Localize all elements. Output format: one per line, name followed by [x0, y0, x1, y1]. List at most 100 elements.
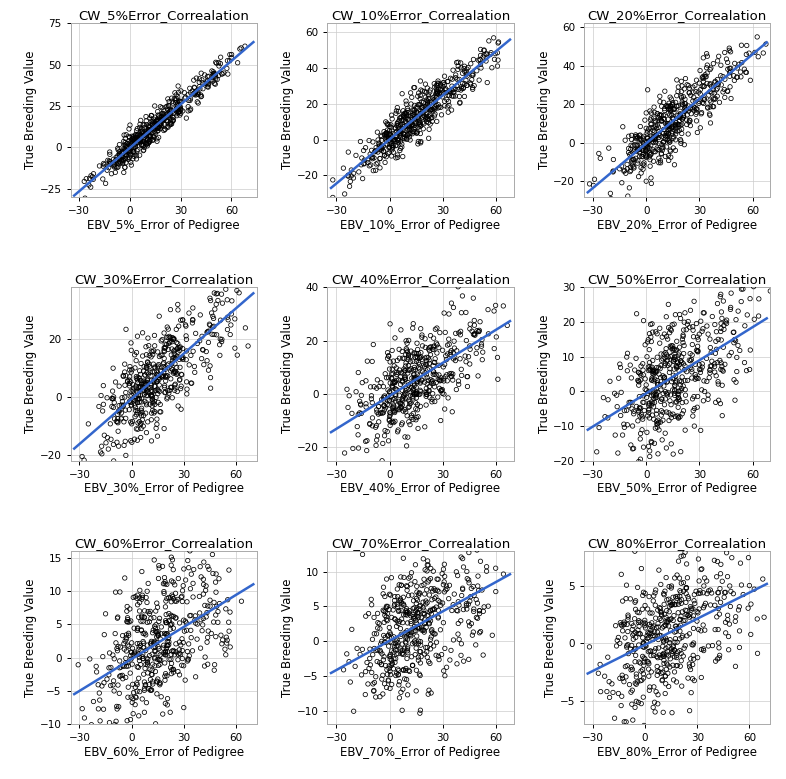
Point — [412, 90, 424, 103]
Point — [675, 123, 688, 136]
Point — [637, 632, 649, 644]
Point — [132, 136, 145, 149]
Point — [418, 607, 431, 619]
Point — [382, 390, 395, 402]
Point — [643, 327, 656, 340]
Point — [424, 340, 437, 353]
Point — [158, 585, 171, 597]
Point — [670, 592, 683, 605]
Point — [653, 601, 666, 614]
Point — [150, 631, 163, 643]
Point — [110, 415, 123, 428]
Point — [403, 364, 416, 376]
Point — [614, 637, 626, 650]
Point — [138, 384, 150, 397]
Point — [640, 636, 652, 648]
Point — [501, 319, 513, 332]
Point — [428, 108, 441, 120]
Point — [140, 379, 152, 391]
Point — [157, 577, 170, 590]
Point — [464, 76, 476, 89]
Point — [652, 564, 665, 576]
Point — [167, 590, 179, 603]
Point — [197, 573, 210, 586]
Point — [153, 111, 166, 124]
Point — [385, 137, 398, 150]
Point — [659, 678, 672, 690]
Point — [643, 344, 656, 356]
Point — [121, 612, 134, 624]
Point — [657, 636, 670, 648]
Point — [752, 310, 765, 323]
Point — [490, 331, 502, 344]
Point — [403, 607, 416, 619]
Point — [675, 654, 688, 667]
Point — [641, 125, 654, 137]
Point — [390, 404, 402, 417]
Point — [665, 582, 678, 594]
Point — [641, 127, 653, 139]
Point — [675, 680, 688, 693]
Point — [377, 581, 390, 594]
Point — [380, 115, 392, 128]
Point — [204, 360, 216, 372]
Point — [131, 132, 144, 144]
Point — [113, 670, 126, 682]
Point — [424, 104, 437, 116]
Point — [181, 388, 193, 400]
Point — [451, 605, 464, 617]
Point — [380, 614, 393, 626]
Point — [683, 354, 696, 366]
Point — [615, 619, 627, 631]
Point — [672, 401, 685, 414]
Point — [145, 668, 158, 681]
Point — [112, 160, 124, 173]
Point — [455, 637, 468, 650]
Point — [169, 378, 182, 390]
Point — [149, 120, 162, 132]
Point — [607, 153, 619, 166]
Point — [221, 311, 233, 323]
Point — [140, 115, 152, 127]
Point — [120, 645, 133, 657]
Point — [432, 594, 444, 607]
Point — [403, 119, 416, 132]
Point — [379, 157, 391, 169]
Point — [149, 620, 161, 633]
Point — [632, 624, 645, 636]
Point — [128, 136, 141, 149]
Point — [641, 83, 654, 96]
Point — [650, 622, 663, 634]
Point — [164, 118, 177, 130]
Point — [355, 407, 368, 420]
Point — [688, 594, 700, 607]
Point — [645, 335, 658, 347]
Point — [154, 117, 167, 129]
Point — [143, 125, 156, 137]
Point — [689, 358, 702, 371]
Point — [141, 360, 153, 372]
Point — [602, 393, 615, 406]
Point — [408, 81, 421, 93]
Point — [178, 92, 191, 104]
Point — [416, 96, 428, 108]
Point — [392, 105, 405, 118]
Point — [450, 657, 463, 670]
Point — [163, 384, 176, 397]
Point — [356, 172, 369, 185]
Point — [394, 127, 406, 139]
Point — [421, 372, 433, 384]
Point — [446, 370, 458, 382]
Point — [113, 741, 126, 753]
Point — [716, 364, 729, 376]
Point — [468, 328, 480, 340]
Point — [113, 149, 126, 161]
Point — [621, 365, 634, 377]
Point — [417, 604, 430, 616]
Point — [163, 105, 176, 118]
Point — [396, 352, 409, 365]
Point — [370, 382, 383, 394]
Point — [145, 110, 158, 122]
Point — [426, 396, 439, 408]
Point — [652, 621, 664, 633]
